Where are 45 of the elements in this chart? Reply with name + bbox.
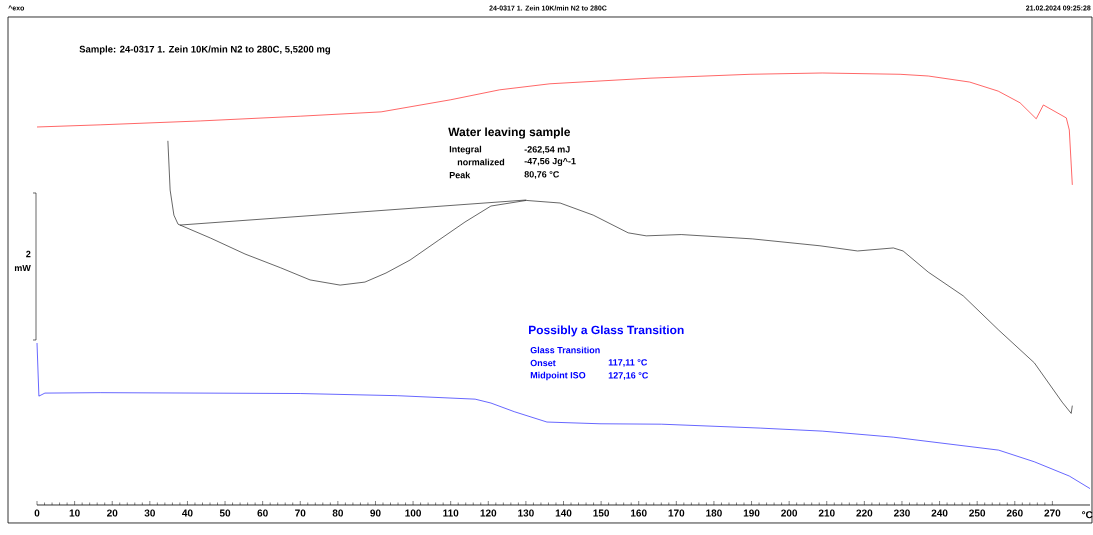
x-tick-label: 60 [257, 509, 268, 517]
x-tick-label: 70 [295, 509, 306, 517]
annotation: Integral [449, 145, 482, 155]
annotation: -262,54 mJ [524, 146, 570, 154]
annotation: Water leaving sample [448, 127, 571, 139]
x-tick-label: 180 [706, 509, 722, 517]
x-tick-label: 0 [34, 509, 40, 517]
x-tick-label: 150 [593, 509, 610, 517]
annotation: Peak [449, 171, 471, 179]
x-tick-label: 160 [631, 509, 647, 517]
annotation: 80,76 °C [524, 171, 560, 179]
x-tick-label: 50 [219, 509, 231, 517]
annotation: -47,56 Jg^-1 [524, 157, 576, 167]
x-tick-label: 20 [107, 509, 118, 517]
x-tick-label: 230 [893, 509, 910, 517]
x-tick-label: 240 [931, 509, 948, 517]
chart-subtitle: Sample: 24-0317 1. Zein 10K/min N2 to 280C, 5,5200 mg [79, 45, 331, 55]
x-tick-label: 10 [69, 509, 80, 517]
x-tick-label: 120 [480, 509, 497, 517]
annotation: normalized [457, 158, 505, 166]
text: mW [14, 264, 31, 272]
x-tick-label: 90 [370, 509, 381, 517]
x-tick-label: 130 [518, 509, 534, 517]
x-tick-label: 220 [856, 509, 873, 517]
x-tick-label: 170 [668, 509, 685, 517]
x-tick-label: 270 [1044, 509, 1061, 517]
annotation: Glass Transition [530, 346, 600, 354]
x-tick-label: 40 [182, 509, 193, 517]
text: 2 [26, 250, 31, 258]
x-tick-label: 210 [818, 509, 835, 517]
annotation: Midpoint ISO [530, 371, 586, 381]
annotation: 117,11 °C [608, 359, 648, 367]
x-tick-label: 80 [332, 509, 344, 517]
x-tick-label: 30 [144, 509, 155, 517]
x-tick-label: 110 [443, 509, 459, 517]
x-axis-title: °C [1082, 511, 1093, 519]
x-tick-label: 200 [781, 509, 798, 517]
x-tick-label: 250 [969, 509, 986, 517]
x-tick-label: 260 [1006, 509, 1023, 517]
annotation: Possibly a Glass Transition [529, 325, 684, 337]
x-tick-label: 100 [405, 509, 422, 517]
annotation: 127,16 °C [608, 372, 649, 380]
x-tick-label: 190 [743, 509, 760, 517]
x-tick-label: 140 [555, 509, 572, 517]
annotation: Onset [530, 359, 556, 367]
